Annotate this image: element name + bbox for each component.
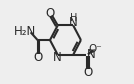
Text: N: N xyxy=(53,51,62,64)
Text: H: H xyxy=(70,13,77,23)
Text: O⁻: O⁻ xyxy=(89,44,103,54)
Text: N: N xyxy=(69,16,78,29)
Text: N: N xyxy=(86,48,95,61)
Text: +: + xyxy=(87,48,93,57)
Text: O: O xyxy=(33,51,43,64)
Text: H₂N: H₂N xyxy=(14,25,36,38)
Text: O: O xyxy=(83,66,92,79)
Text: O: O xyxy=(45,7,55,20)
